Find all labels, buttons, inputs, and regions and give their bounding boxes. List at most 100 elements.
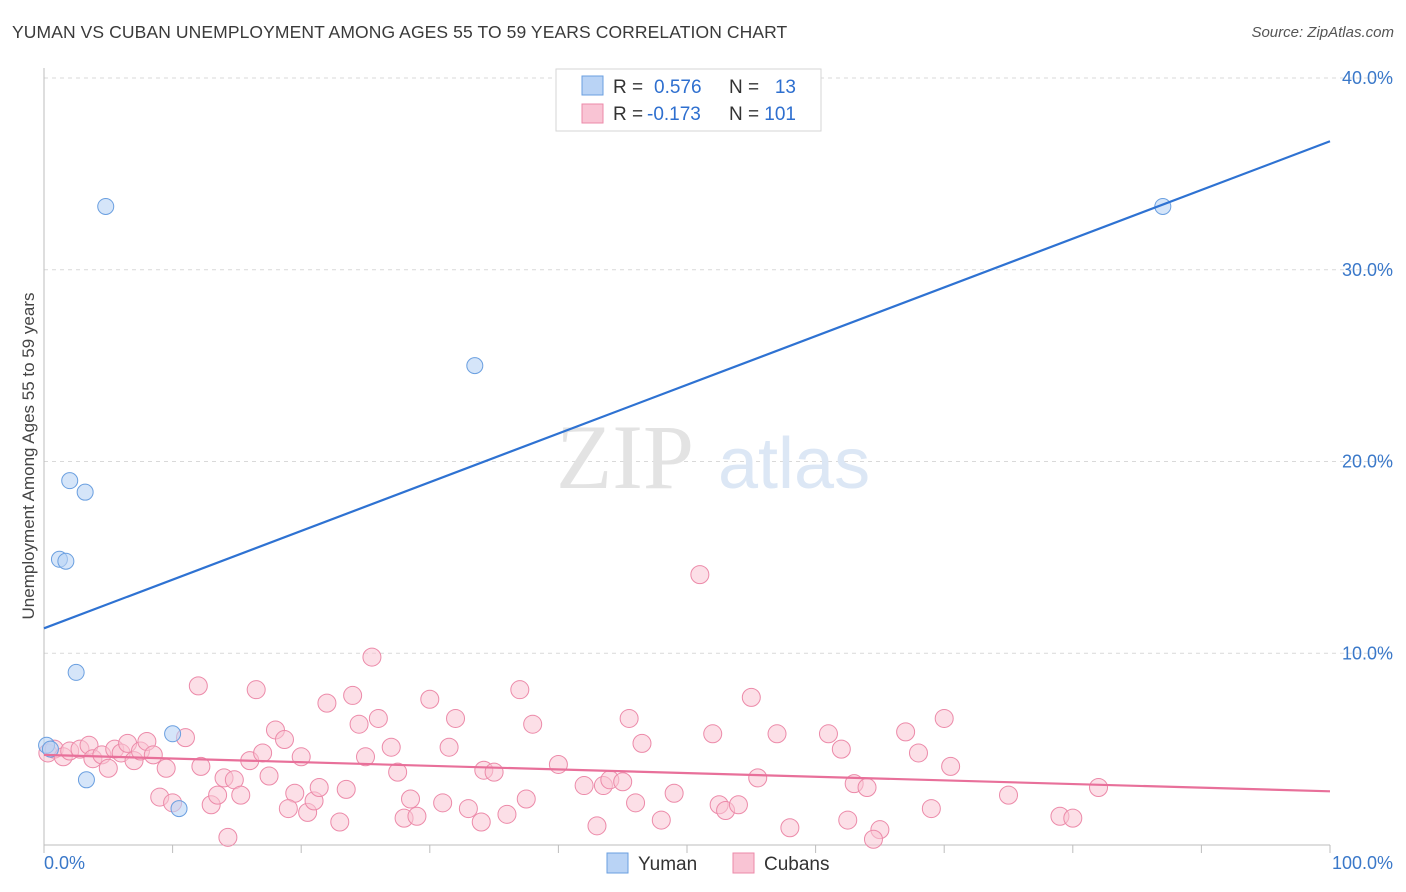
y-tick-labels: 10.0% 20.0% 30.0% 40.0%: [1342, 68, 1393, 663]
cubans-point: [458, 799, 478, 819]
cubans-point: [156, 758, 176, 778]
cubans-point: [941, 756, 961, 776]
cubans-point: [780, 818, 800, 838]
cubans-point: [317, 693, 337, 713]
cubans-point: [523, 714, 543, 734]
yuman-point: [97, 197, 115, 215]
legend-r-value-cubans: -0.173: [647, 104, 701, 125]
cubans-point: [619, 708, 639, 728]
cubans-point: [259, 766, 279, 786]
cubans-point: [664, 783, 684, 803]
cubans-point: [921, 799, 941, 819]
cubans-point: [497, 804, 517, 824]
cubans-point: [1089, 777, 1109, 797]
cubans-point: [818, 724, 838, 744]
chart-title: YUMAN VS CUBAN UNEMPLOYMENT AMONG AGES 5…: [12, 22, 788, 42]
yuman-points: [38, 197, 1172, 818]
legend-r-label-cubans: R =: [613, 104, 643, 125]
cubans-point: [309, 777, 329, 797]
bottom-legend-swatch-cubans: [732, 852, 755, 874]
cubans-point: [767, 724, 787, 744]
cubans-point: [356, 747, 375, 767]
cubans-point: [274, 730, 294, 750]
cubans-point: [253, 743, 273, 763]
legend-r-value-yuman: 0.576: [654, 77, 702, 98]
legend-n-value-yuman: 13: [775, 77, 796, 98]
bottom-legend-label-yuman: Yuman: [638, 854, 697, 875]
cubans-point: [934, 708, 954, 728]
x-tick-label-max: 100.0%: [1332, 853, 1393, 873]
cubans-point: [246, 680, 266, 700]
legend-r-label-yuman: R =: [613, 77, 643, 98]
cubans-point: [484, 762, 504, 782]
cubans-point: [278, 799, 298, 819]
bottom-legend-label-cubans: Cubans: [764, 854, 830, 875]
cubans-point: [632, 733, 652, 753]
cubans-point: [748, 768, 768, 788]
cubans-point: [191, 756, 211, 776]
legend-n-label-yuman: N =: [729, 77, 759, 98]
cubans-point: [999, 785, 1018, 805]
yuman-point: [466, 357, 484, 375]
cubans-point: [420, 689, 440, 709]
y-tick-label-0: 10.0%: [1342, 643, 1393, 663]
cubans-point: [368, 708, 388, 728]
y-tick-label-2: 30.0%: [1342, 260, 1393, 280]
yuman-point: [67, 663, 85, 681]
cubans-point: [838, 810, 858, 830]
yuman-point: [77, 771, 95, 789]
x-tick-marks: [43, 845, 1331, 853]
y-tick-label-3: 40.0%: [1342, 68, 1393, 88]
legend-swatch-cubans: [581, 103, 604, 124]
cubans-point: [143, 745, 163, 765]
bottom-legend-swatch-yuman: [606, 852, 629, 874]
yuman-trend-line: [43, 140, 1331, 630]
cubans-point: [690, 565, 710, 585]
cubans-point: [471, 812, 491, 832]
cubans-point: [433, 793, 453, 813]
cubans-point: [831, 739, 851, 759]
cubans-trend-line: [43, 753, 1331, 793]
source-label: Source: ZipAtlas.com: [1251, 24, 1394, 41]
cubans-point: [626, 793, 646, 813]
cubans-point: [703, 724, 723, 744]
cubans-point: [857, 777, 877, 797]
yuman-point: [57, 552, 75, 570]
cubans-point: [741, 687, 761, 707]
cubans-point: [446, 708, 466, 728]
y-tick-label-1: 20.0%: [1342, 452, 1393, 472]
cubans-point: [336, 779, 356, 799]
cubans-point: [188, 676, 208, 696]
cubans-point: [362, 647, 382, 667]
cubans-point: [651, 810, 671, 830]
watermark-atlas: atlas: [718, 424, 870, 504]
grid: [44, 77, 1393, 654]
cubans-point: [381, 737, 401, 757]
yuman-point: [61, 472, 79, 490]
yuman-point: [170, 800, 188, 818]
cubans-point: [510, 680, 530, 700]
cubans-point: [98, 758, 118, 778]
x-tick-label-min: 0.0%: [44, 853, 85, 873]
legend-swatch-yuman: [581, 75, 604, 96]
cubans-points: [38, 565, 1109, 849]
cubans-point: [548, 754, 568, 774]
cubans-point: [401, 789, 421, 809]
cubans-point: [407, 806, 427, 826]
cubans-point: [896, 722, 916, 742]
cubans-point: [208, 785, 228, 805]
cubans-point: [349, 714, 369, 734]
cubans-point: [574, 776, 594, 796]
cubans-point: [231, 785, 251, 805]
cubans-point: [587, 816, 607, 836]
cubans-point: [330, 812, 350, 832]
cubans-point: [516, 789, 536, 809]
cubans-point: [728, 795, 748, 815]
cubans-point: [218, 827, 238, 847]
yuman-point: [164, 725, 182, 743]
yuman-point: [41, 740, 59, 758]
cubans-point: [1063, 808, 1083, 828]
cubans-point: [439, 737, 459, 757]
legend-bottom: Yuman Cubans: [606, 852, 830, 875]
